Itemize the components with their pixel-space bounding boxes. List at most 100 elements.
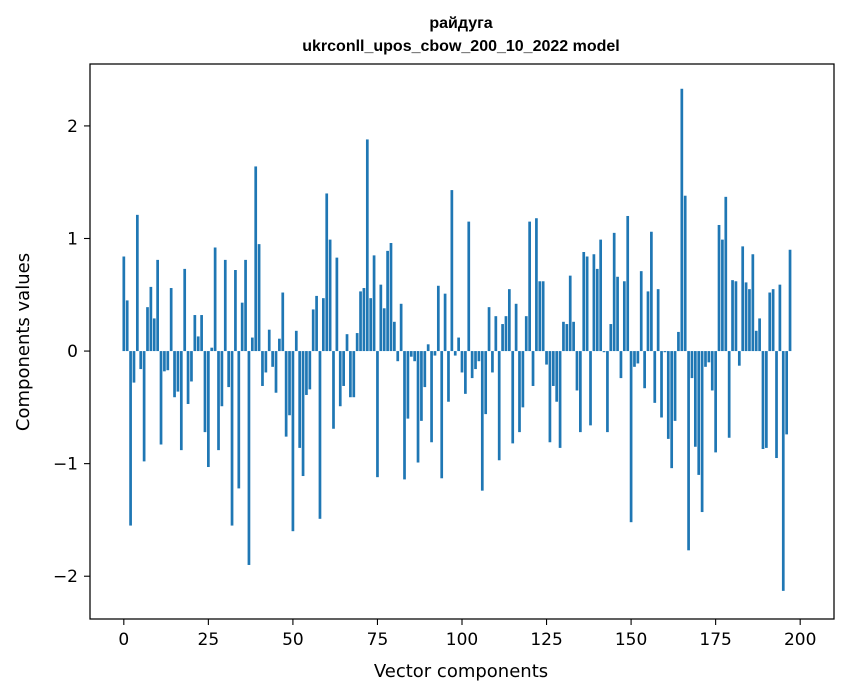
bar-4 <box>135 214 139 352</box>
chart-title: райдуга <box>429 15 492 32</box>
bar-149 <box>626 215 630 352</box>
bar-51 <box>294 330 298 352</box>
bar-101 <box>464 351 467 394</box>
bar-127 <box>551 351 555 386</box>
bar-40 <box>257 244 261 352</box>
bar-116 <box>514 303 518 352</box>
bar-91 <box>430 351 433 443</box>
bar-81 <box>396 351 400 362</box>
bar-110 <box>494 316 498 352</box>
bar-128 <box>555 351 559 402</box>
bar-112 <box>501 324 504 352</box>
bar-76 <box>379 284 383 352</box>
bar-7 <box>146 307 149 352</box>
chart-subtitle: ukrconll_upos_cbow_200_10_2022 model <box>302 38 619 55</box>
bar-136 <box>582 252 586 352</box>
bar-117 <box>518 351 521 433</box>
bar-85 <box>409 351 413 357</box>
bar-43 <box>267 329 271 352</box>
bar-137 <box>585 256 589 352</box>
bar-158 <box>656 289 660 352</box>
bar-194 <box>778 284 782 352</box>
bar-83 <box>403 351 406 480</box>
bar-104 <box>474 351 477 370</box>
bar-32 <box>230 351 234 526</box>
bar-133 <box>572 321 575 352</box>
bar-98 <box>453 351 457 356</box>
x-tick-label: 75 <box>367 630 389 650</box>
bar-45 <box>274 351 278 393</box>
bar-93 <box>436 285 440 352</box>
bar-52 <box>298 351 302 448</box>
bar-70 <box>359 291 362 352</box>
bar-77 <box>382 308 386 352</box>
bar-79 <box>389 243 393 352</box>
bar-94 <box>440 351 444 479</box>
bar-142 <box>602 351 606 353</box>
bar-164 <box>677 331 680 352</box>
bar-155 <box>646 291 650 352</box>
bar-10 <box>156 259 159 352</box>
bar-122 <box>535 218 538 352</box>
bar-88 <box>420 351 423 421</box>
bar-177 <box>721 239 724 352</box>
bar-54 <box>305 351 308 395</box>
bars-group <box>122 88 792 591</box>
bar-188 <box>758 318 761 352</box>
bar-37 <box>247 351 251 565</box>
bar-120 <box>528 221 531 352</box>
bar-131 <box>565 324 569 352</box>
bar-29 <box>220 351 224 407</box>
bar-3 <box>132 351 136 383</box>
bar-87 <box>416 351 420 463</box>
bar-151 <box>633 351 636 367</box>
x-tick-label: 0 <box>118 630 129 650</box>
x-tick-label: 25 <box>198 630 220 650</box>
bar-165 <box>680 88 684 352</box>
bar-113 <box>504 316 508 352</box>
bar-58 <box>318 351 322 519</box>
bar-173 <box>707 351 711 363</box>
bar-108 <box>487 307 491 352</box>
bar-115 <box>511 351 515 444</box>
bar-50 <box>291 351 295 532</box>
bar-141 <box>599 239 603 352</box>
bar-78 <box>386 250 389 352</box>
bar-27 <box>213 247 217 352</box>
x-tick-label: 150 <box>615 630 647 650</box>
bar-172 <box>704 351 707 367</box>
bar-156 <box>650 231 653 352</box>
y-axis-label: Components values <box>13 253 34 431</box>
bar-129 <box>558 351 562 448</box>
bar-166 <box>683 195 687 352</box>
bar-97 <box>450 190 454 352</box>
bar-154 <box>643 351 646 389</box>
bar-170 <box>697 351 701 475</box>
bar-161 <box>666 351 670 439</box>
bar-132 <box>568 275 572 352</box>
bar-181 <box>734 281 738 352</box>
bar-84 <box>406 351 410 419</box>
bar-186 <box>751 254 755 352</box>
bar-118 <box>521 351 525 408</box>
bar-34 <box>237 351 241 489</box>
bar-193 <box>775 351 778 459</box>
bar-125 <box>545 351 548 365</box>
bar-119 <box>524 316 528 352</box>
bar-157 <box>653 351 657 403</box>
bar-191 <box>768 292 772 352</box>
bar-56 <box>311 309 315 352</box>
bar-162 <box>670 351 674 469</box>
bar-197 <box>788 249 792 352</box>
bar-96 <box>447 351 450 402</box>
y-tick-label: 2 <box>67 117 78 137</box>
bar-39 <box>254 166 258 352</box>
bar-33 <box>234 270 237 352</box>
bar-60 <box>325 193 329 352</box>
bar-68 <box>352 351 356 398</box>
bar-21 <box>193 315 197 352</box>
bar-124 <box>541 281 545 352</box>
bar-153 <box>639 271 643 352</box>
bar-8 <box>149 286 153 352</box>
